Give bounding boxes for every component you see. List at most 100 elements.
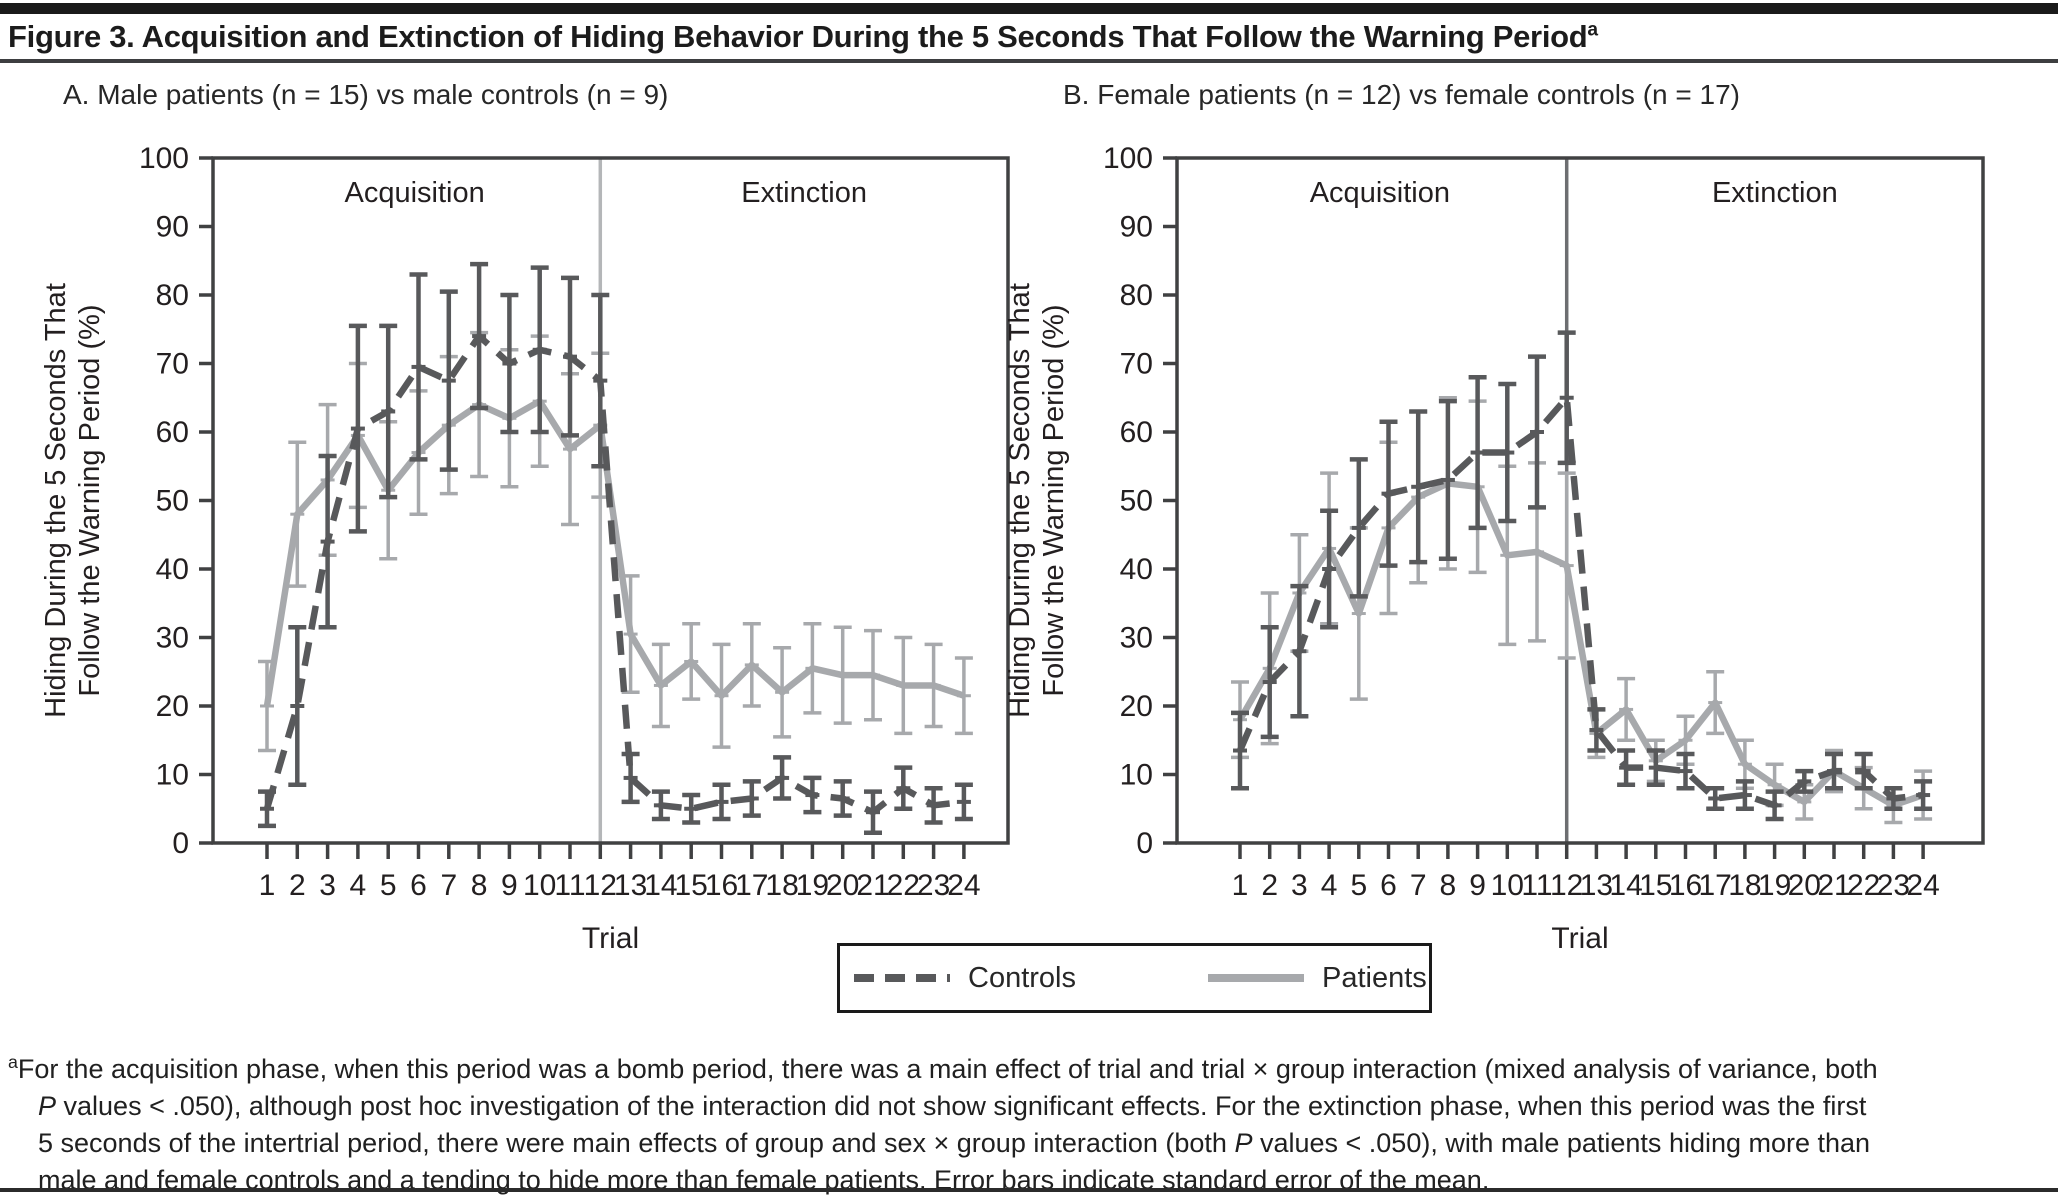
x-tick-label: 24 — [947, 869, 980, 902]
y-tick-label: 40 — [156, 553, 189, 586]
x-tick-label: 6 — [1380, 869, 1397, 902]
dashed-line-sample-icon — [854, 974, 950, 982]
x-tick-label: 2 — [289, 869, 306, 902]
x-tick-label: 14 — [1609, 869, 1642, 902]
x-tick-label: 22 — [1847, 869, 1880, 902]
x-tick-label: 11 — [554, 869, 585, 902]
bottom-rule — [0, 1188, 2058, 1192]
controls-line — [1237, 394, 1924, 809]
x-axis-title: Trial — [1551, 922, 1608, 955]
y-tick-label: 50 — [156, 485, 189, 518]
x-tick-label: 4 — [350, 869, 367, 902]
x-tick-label: 22 — [887, 869, 920, 902]
x-tick-label: 12 — [584, 869, 617, 902]
figure-title-text: Figure 3. Acquisition and Extinction of … — [8, 19, 1588, 54]
figure-title-sup: a — [1587, 19, 1598, 41]
y-tick-label: 100 — [1103, 142, 1153, 175]
y-tick-label: 90 — [1120, 211, 1153, 244]
plot-border — [1175, 156, 1985, 845]
controls-series — [1231, 330, 1933, 822]
x-tick-label: 7 — [1410, 869, 1427, 902]
chart-legend: Controls Patients — [837, 943, 1432, 1013]
x-tick-label: 14 — [644, 869, 677, 902]
x-tick-label: 9 — [1469, 869, 1486, 902]
x-tick-label: 3 — [1291, 869, 1308, 902]
x-tick-label: 10 — [523, 869, 556, 902]
x-tick-label: 4 — [1321, 869, 1338, 902]
x-tick-label: 21 — [856, 869, 889, 902]
y-axis-title-line: Follow the Warning Period (%) — [74, 304, 106, 696]
x-tick-label: 7 — [440, 869, 457, 902]
solid-line-sample-icon — [1208, 974, 1304, 982]
y-tick-label: 60 — [156, 416, 189, 449]
y-tick-label: 40 — [1120, 553, 1153, 586]
footnote-line: P values < .050), although post hoc inve… — [38, 1091, 1867, 1121]
footnote-line: 5 seconds of the intertrial period, ther… — [38, 1128, 1871, 1158]
x-tick-label: 23 — [1877, 869, 1910, 902]
y-tick-label: 50 — [1120, 485, 1153, 518]
figure-title: Figure 3. Acquisition and Extinction of … — [8, 19, 1598, 55]
x-tick-label: 3 — [319, 869, 336, 902]
x-tick-label: 23 — [917, 869, 950, 902]
acquisition-phase-label: Acquisition — [1310, 177, 1450, 209]
legend-item-controls: Controls — [852, 962, 1076, 995]
patients-line — [1237, 480, 1925, 809]
x-tick-label: 16 — [1669, 869, 1702, 902]
x-tick-label: 6 — [410, 869, 427, 902]
x-tick-label: 13 — [614, 869, 647, 902]
x-tick-label: 5 — [1350, 869, 1367, 902]
x-tick-label: 5 — [380, 869, 397, 902]
top-rule — [0, 3, 2058, 14]
x-tick-label: 8 — [1440, 869, 1457, 902]
x-axis-title: Trial — [582, 922, 639, 955]
panel-a-subtitle: A. Male patients (n = 15) vs male contro… — [63, 79, 669, 110]
controls-line — [263, 332, 965, 816]
y-tick-label: 20 — [1120, 690, 1153, 723]
extinction-phase-label: Extinction — [1712, 177, 1838, 209]
y-tick-label: 10 — [1120, 759, 1153, 792]
x-tick-label: 17 — [735, 869, 768, 902]
y-tick-label: 60 — [1120, 416, 1153, 449]
x-tick-label: 17 — [1699, 869, 1732, 902]
x-tick-label: 10 — [1491, 869, 1524, 902]
x-tick-label: 20 — [1788, 869, 1821, 902]
x-tick-label: 18 — [765, 869, 798, 902]
controls-series — [258, 261, 973, 835]
x-tick-label: 1 — [1232, 869, 1249, 902]
x-tick-label: 9 — [501, 869, 518, 902]
x-tick-label: 12 — [1550, 869, 1583, 902]
panel-b-subtitle: B. Female patients (n = 12) vs female co… — [1063, 79, 1740, 110]
y-axis-title-line: Hiding During the 5 Seconds That — [1004, 283, 1036, 718]
x-tick-label: 20 — [826, 869, 859, 902]
y-tick-label: 100 — [139, 142, 189, 175]
y-tick-label: 80 — [156, 279, 189, 312]
y-axis-title-line: Hiding During the 5 Seconds That — [40, 283, 72, 718]
y-tick-label: 30 — [1120, 622, 1153, 655]
x-tick-label: 1 — [259, 869, 276, 902]
legend-label: Controls — [968, 961, 1076, 994]
y-tick-label: 0 — [172, 827, 189, 860]
footnote: aFor the acquisition phase, when this pe… — [8, 1044, 2054, 1199]
patients-series — [1231, 396, 1933, 825]
x-tick-label: 21 — [1817, 869, 1850, 902]
y-tick-label: 80 — [1120, 279, 1153, 312]
x-tick-label: 13 — [1580, 869, 1613, 902]
patients-line — [263, 397, 965, 707]
y-tick-label: 70 — [1120, 348, 1153, 381]
legend-item-patients: Patients — [1206, 962, 1427, 995]
y-axis-title-line: Follow the Warning Period (%) — [1038, 304, 1070, 696]
acquisition-phase-label: Acquisition — [345, 177, 485, 209]
extinction-phase-label: Extinction — [741, 177, 867, 209]
y-tick-label: 20 — [156, 690, 189, 723]
y-tick-label: 0 — [1136, 827, 1153, 860]
x-tick-label: 2 — [1261, 869, 1278, 902]
footnote-line: male and female controls and a tending t… — [38, 1165, 1490, 1195]
x-tick-label: 16 — [705, 869, 738, 902]
y-tick-label: 90 — [156, 211, 189, 244]
x-tick-label: 19 — [796, 869, 829, 902]
x-tick-label: 24 — [1906, 869, 1939, 902]
x-tick-label: 19 — [1758, 869, 1791, 902]
